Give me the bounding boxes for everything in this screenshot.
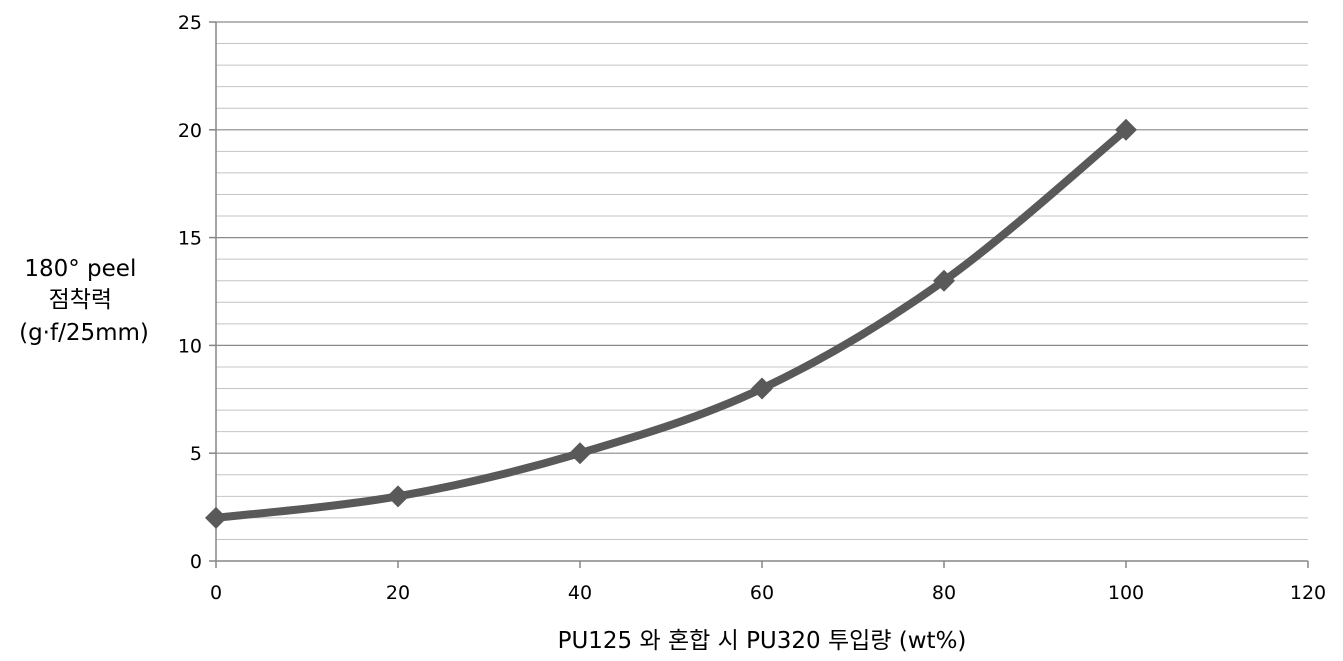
x-tick-label: 0 <box>210 582 222 604</box>
y-tick-label: 10 <box>178 335 202 357</box>
data-point-marker <box>751 377 773 400</box>
x-axis-title: PU125 와 혼합 시 PU320 투입량 (wt%) <box>558 628 967 654</box>
y-axis-title-line-2: 점착력 <box>49 287 112 313</box>
x-tick-labels: 0 20 40 60 80 100 120 <box>210 561 1326 604</box>
y-tick-label: 15 <box>178 228 202 250</box>
data-point-marker <box>569 442 591 465</box>
x-tick-label: 120 <box>1290 582 1326 604</box>
y-tick-label: 5 <box>190 443 202 465</box>
data-point-marker <box>387 485 409 508</box>
data-point-marker <box>1115 118 1137 141</box>
series-path <box>212 125 1130 522</box>
y-axis-title-line-1: 180° peel <box>24 256 136 282</box>
y-axis-title: 180° peel 점착력 (g·f/25mm) <box>19 256 149 346</box>
x-tick-label: 60 <box>750 582 774 604</box>
x-tick-label: 20 <box>386 582 410 604</box>
y-tick-labels: 0 5 10 15 20 25 <box>178 12 216 573</box>
series-line <box>212 125 1130 522</box>
x-tick-label: 40 <box>568 582 592 604</box>
gridlines <box>216 21 1308 540</box>
data-point-marker <box>205 506 227 529</box>
y-tick-label: 0 <box>190 551 202 573</box>
y-axis-title-line-3: (g·f/25mm) <box>19 320 149 346</box>
data-point-marker <box>933 269 955 292</box>
y-tick-label: 20 <box>178 120 202 142</box>
axes <box>215 22 1308 562</box>
y-tick-label: 25 <box>178 12 202 34</box>
x-tick-label: 100 <box>1108 582 1144 604</box>
series-markers <box>205 118 1137 529</box>
x-tick-label: 80 <box>932 582 956 604</box>
